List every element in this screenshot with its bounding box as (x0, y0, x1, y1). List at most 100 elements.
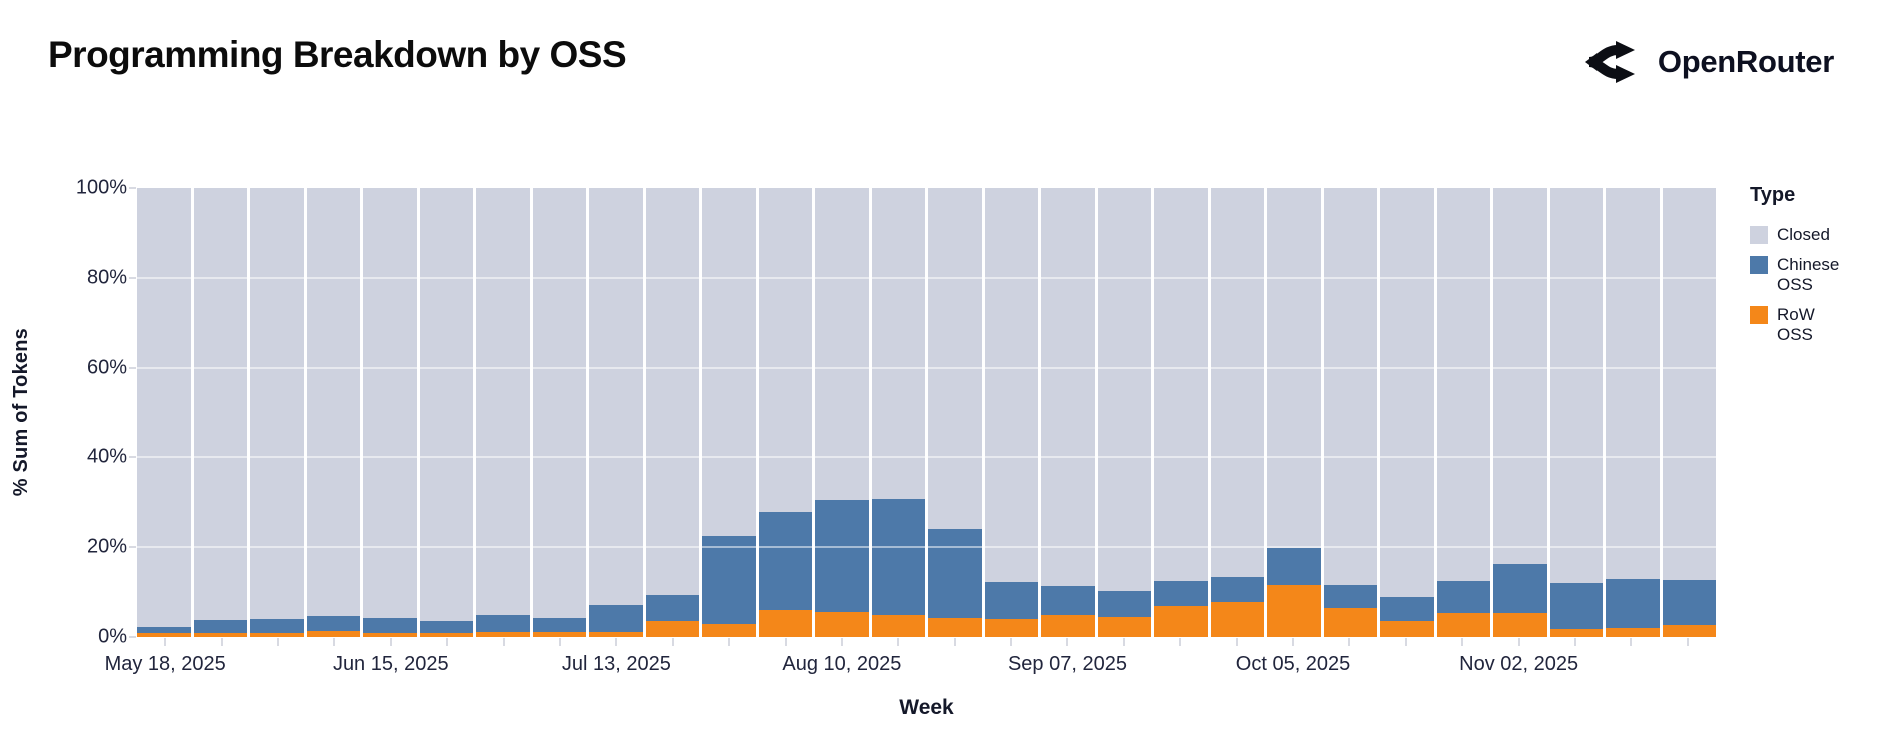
y-tick-label: 80% (86, 266, 127, 289)
x-tick-mark (276, 638, 279, 646)
row-oss-segment (1380, 620, 1434, 637)
x-tick-mark (897, 638, 900, 646)
chinese-oss-segment (815, 500, 869, 613)
bar-week (193, 188, 247, 637)
row-oss-segment (702, 623, 756, 637)
bar-week (1436, 188, 1490, 637)
legend-swatch (1750, 226, 1768, 244)
legend-swatch (1750, 306, 1768, 325)
y-tick-mark (129, 546, 136, 549)
x-tick-label: Sep 07, 2025 (1007, 653, 1127, 675)
bar-week (1323, 188, 1377, 637)
chinese-oss-segment (758, 512, 812, 611)
x-tick-mark (840, 638, 843, 646)
row-oss-segment (363, 632, 417, 637)
row-oss-segment (1436, 613, 1490, 637)
chinese-oss-segment (1154, 580, 1208, 607)
row-oss-segment (419, 633, 473, 637)
row-oss-segment (193, 632, 247, 637)
y-tick-label: 40% (86, 445, 127, 468)
x-tick-mark (615, 638, 618, 646)
y-tick-mark (129, 187, 136, 189)
x-tick-mark (1517, 638, 1520, 646)
row-oss-segment (1323, 608, 1377, 637)
legend-item: Closed (1750, 225, 1866, 245)
chinese-oss-segment (1210, 576, 1264, 602)
x-axis-labels: May 18, 2025 Jun 15, 2025 Jul 13, 2025 Aug … (105, 653, 1716, 681)
legend-item: RoW OSS (1750, 305, 1866, 345)
chinese-oss-segment (1606, 579, 1660, 629)
x-tick-mark (1461, 638, 1464, 646)
bar-week (871, 188, 925, 637)
y-tick-label: 60% (86, 356, 127, 379)
bar-week (928, 188, 982, 637)
chinese-oss-segment (589, 604, 643, 633)
bar-week (306, 188, 360, 637)
bar-week (589, 188, 643, 637)
legend-items: Closed Chinese OSS RoW OSS (1750, 225, 1866, 345)
x-tick-mark (671, 638, 674, 646)
x-tick-mark (953, 638, 956, 646)
bar-week (1041, 188, 1095, 637)
chinese-oss-segment (1549, 582, 1603, 629)
bar-week (363, 188, 417, 637)
row-oss-segment (589, 632, 643, 637)
x-tick-mark (1122, 638, 1125, 646)
row-oss-segment (758, 610, 812, 637)
row-oss-segment (1210, 601, 1264, 637)
row-oss-segment (1097, 617, 1151, 637)
row-oss-segment (1154, 606, 1208, 637)
row-oss-segment (1662, 625, 1716, 637)
x-tick-mark (164, 638, 167, 646)
x-tick-mark (1066, 638, 1069, 646)
x-tick-mark (1010, 638, 1013, 646)
chinese-oss-segment (702, 536, 756, 624)
chinese-oss-segment (645, 595, 699, 622)
chinese-oss-segment (871, 498, 925, 616)
row-oss-segment (250, 632, 304, 637)
x-tick-mark (446, 638, 449, 646)
x-tick-mark (558, 638, 561, 646)
y-tick-mark (129, 456, 136, 459)
y-tick-mark (129, 366, 136, 369)
chinese-oss-segment (1436, 580, 1490, 614)
row-oss-segment (984, 618, 1038, 637)
bar-week (984, 188, 1038, 637)
y-tick-label: 20% (86, 535, 127, 558)
x-tick-mark (728, 638, 731, 646)
bar-week (815, 188, 869, 637)
row-oss-segment (532, 632, 586, 637)
x-tick-mark (784, 638, 787, 646)
openrouter-logo-text: OpenRouter (1657, 44, 1834, 79)
openrouter-fork-icon (1584, 38, 1643, 86)
bar-week (1097, 188, 1151, 637)
chinese-oss-segment (1323, 584, 1377, 609)
bar-week (702, 188, 756, 637)
bar-week (1606, 188, 1660, 637)
legend-swatch (1750, 256, 1768, 275)
openrouter-logo: OpenRouter (1584, 38, 1834, 86)
row-oss-segment (137, 632, 191, 637)
y-axis: 0% 20% 40% 60% 80% 100% (0, 177, 136, 648)
row-oss-segment (1493, 613, 1547, 637)
y-tick-mark (129, 636, 136, 638)
x-tick-mark (220, 638, 223, 646)
y-tick-label: 100% (75, 176, 127, 199)
chinese-oss-segment (984, 582, 1038, 619)
chinese-oss-segment (137, 627, 191, 633)
x-tick-label: Aug 10, 2025 (782, 653, 902, 675)
bar-week (1493, 188, 1547, 637)
x-tick-label: May 18, 2025 (104, 653, 226, 675)
x-tick-mark (389, 638, 392, 646)
bar-week (1210, 188, 1264, 637)
row-oss-segment (1041, 615, 1095, 637)
chinese-oss-segment (419, 621, 473, 634)
chinese-oss-segment (532, 618, 586, 633)
legend-label: Closed (1777, 225, 1830, 244)
chinese-oss-segment (1097, 590, 1151, 618)
bar-week (419, 188, 473, 637)
row-oss-segment (1606, 628, 1660, 637)
legend-label: RoW OSS (1777, 305, 1815, 345)
chinese-oss-segment (1662, 580, 1716, 626)
